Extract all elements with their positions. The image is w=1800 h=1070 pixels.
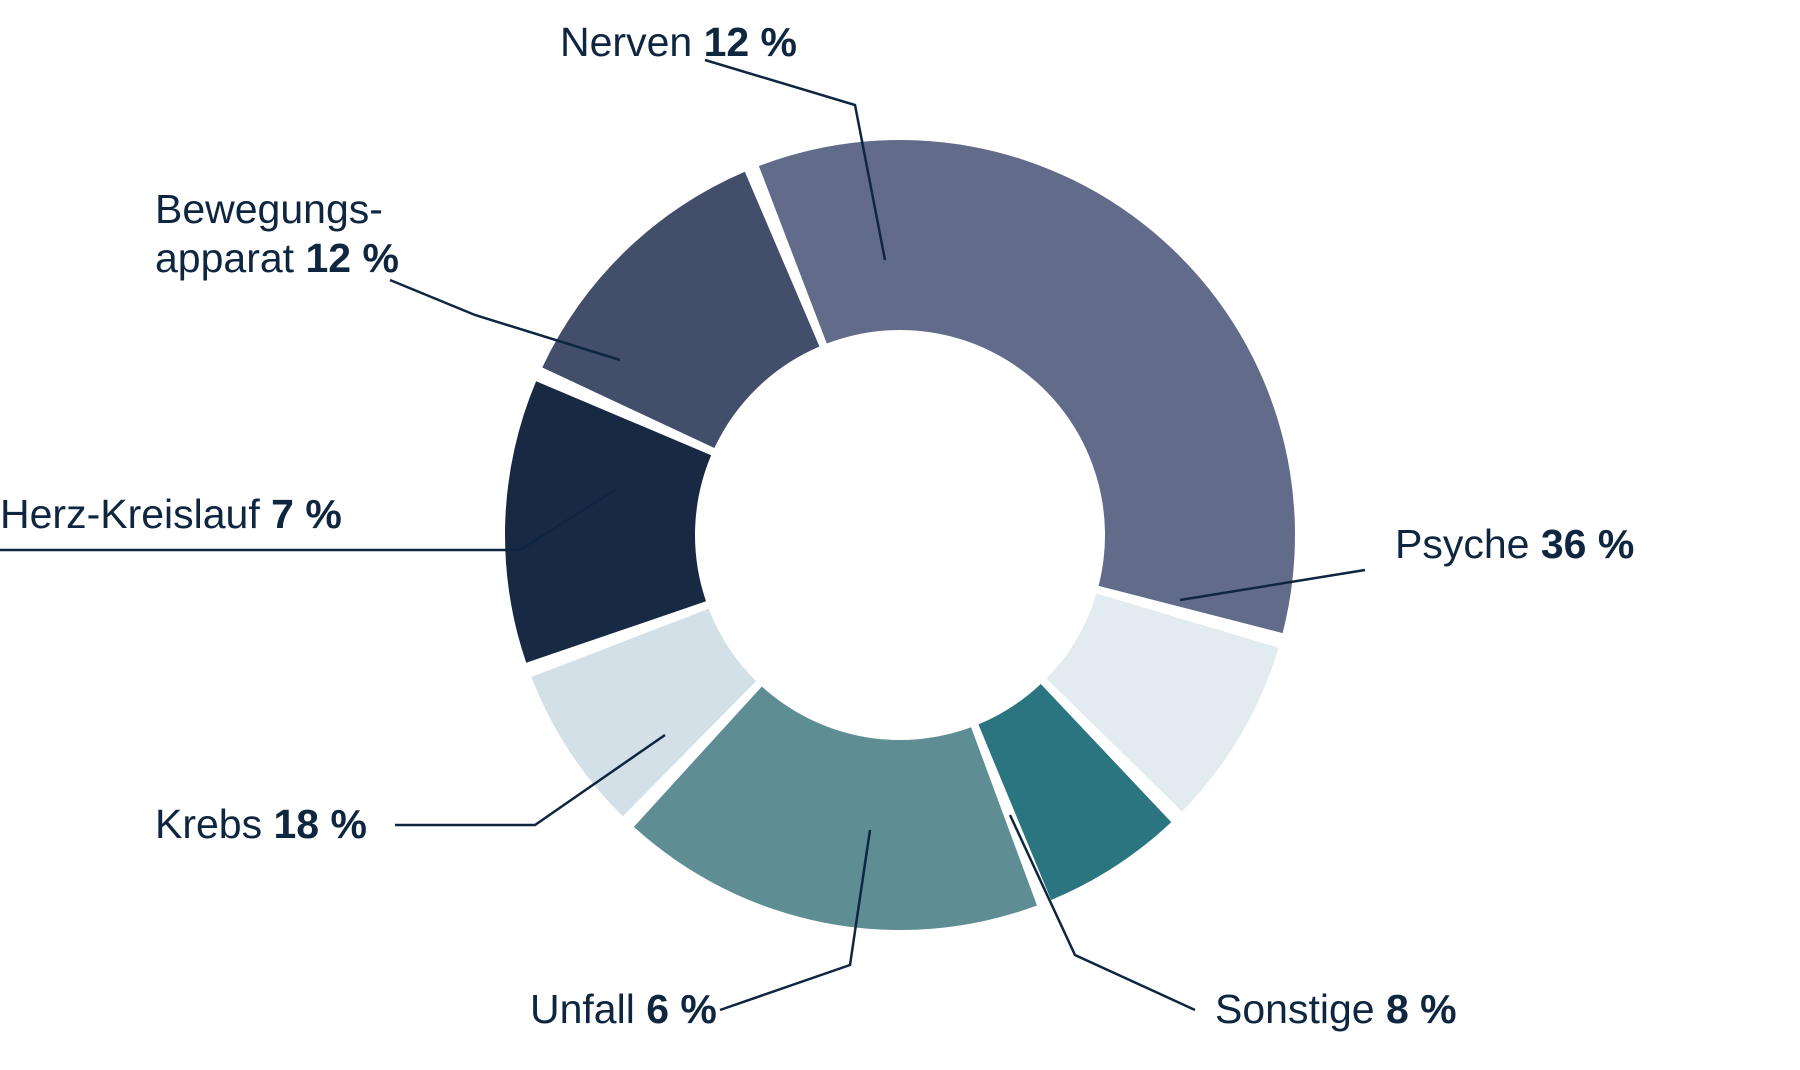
slice-value: 12 % xyxy=(305,235,398,281)
slice-name: Herz-Kreislauf xyxy=(0,491,271,537)
slice-name: apparat xyxy=(155,235,305,281)
slice-name: Krebs xyxy=(155,801,274,847)
slice-label-1: Psyche 36 % xyxy=(1395,520,1634,569)
slice-label-6: Bewegungs-apparat 12 % xyxy=(155,185,399,283)
slice-label-5: Herz-Kreislauf 7 % xyxy=(0,490,342,539)
slice-label-3: Unfall 6 % xyxy=(530,985,717,1034)
slice-name: Sonstige xyxy=(1215,986,1386,1032)
donut-chart: Nerven 12 % Psyche 36 % Sonstige 8 % Unfall… xyxy=(0,0,1800,1070)
slice-label-0: Nerven 12 % xyxy=(560,18,797,67)
slice-value: 12 % xyxy=(704,19,797,65)
slice-value: 8 % xyxy=(1386,986,1457,1032)
slice-value: 6 % xyxy=(646,986,717,1032)
slice-label-4: Krebs 18 % xyxy=(155,800,367,849)
slice-name: Nerven xyxy=(560,19,704,65)
slice-label-2: Sonstige 8 % xyxy=(1215,985,1457,1034)
slice-name: Bewegungs- xyxy=(155,186,383,232)
slice-name: Unfall xyxy=(530,986,646,1032)
slice-value: 18 % xyxy=(274,801,367,847)
slice-name: Psyche xyxy=(1395,521,1541,567)
slice-psyche xyxy=(759,140,1295,633)
slice-value: 36 % xyxy=(1541,521,1634,567)
slice-value: 7 % xyxy=(271,491,342,537)
